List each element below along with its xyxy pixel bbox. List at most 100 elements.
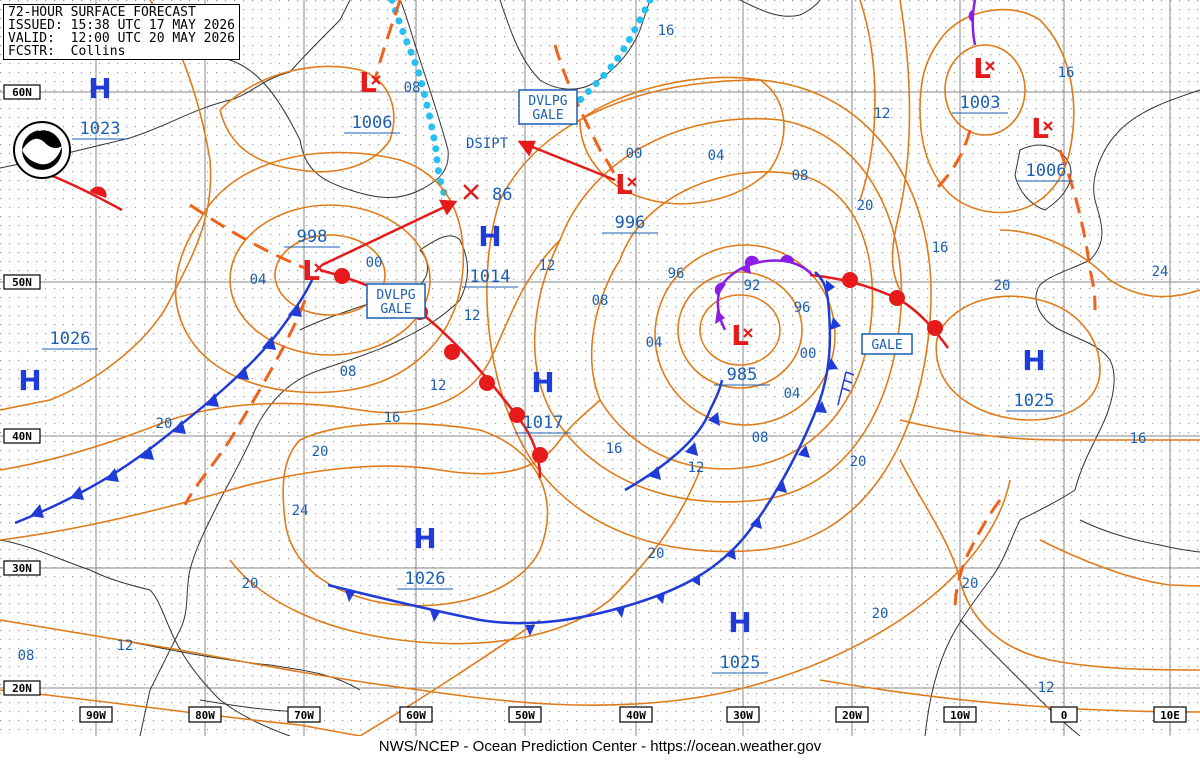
- uk-coast: [1014, 144, 1072, 211]
- warning-box: DVLPG GALE: [366, 283, 426, 319]
- dissipating-low-pressure: 86: [492, 185, 512, 205]
- high-pressure-center: H 1017: [515, 366, 571, 434]
- low-letter: L: [302, 254, 320, 287]
- longitude-label-box: 40W: [619, 706, 653, 723]
- isobar-value-label: 96: [668, 266, 685, 282]
- isobars: [0, 0, 1200, 737]
- low-pressure-value: 998: [297, 227, 328, 247]
- longitude-label-box: 80W: [188, 706, 222, 723]
- graticule: [0, 0, 1200, 736]
- high-pressure-value: 1025: [1014, 391, 1055, 411]
- longitude-label: 10E: [1160, 709, 1180, 722]
- hudson-coast: [149, 0, 449, 198]
- footer-credit: NWS/NCEP - Ocean Prediction Center - htt…: [0, 736, 1200, 764]
- noaa-logo-icon: NOAA: [13, 121, 71, 179]
- forecast-header: 72-HOUR SURFACE FORECAST ISSUED: 15:38 UT…: [3, 4, 240, 60]
- isobar-value-label: 20: [156, 416, 173, 432]
- iceland-coast: [739, 0, 821, 17]
- dissipate-label: DSIPT: [466, 136, 509, 152]
- isobar-value-label: 12: [688, 460, 705, 476]
- isobar-value-label: 12: [539, 258, 556, 274]
- high-pressure-center: H 1025: [1006, 344, 1062, 412]
- low-pressure-value: 1006: [1026, 161, 1067, 181]
- low-pressure-center: L 998: [284, 227, 340, 287]
- warning-box: GALE: [861, 333, 913, 355]
- low-center-x-icon: [1043, 121, 1053, 131]
- latitude-label-box: 20N: [3, 680, 41, 696]
- latitude-label: 20N: [12, 682, 32, 695]
- latitude-label: 60N: [12, 86, 32, 99]
- longitude-label: 70W: [294, 709, 314, 722]
- isobar-value-label: 08: [792, 168, 809, 184]
- low-pressure-center: L 985: [714, 319, 770, 386]
- longitude-label-box: 50W: [508, 706, 542, 723]
- high-pressure-value: 1014: [470, 267, 511, 287]
- isobar-value-label: 20: [648, 546, 665, 562]
- latitude-label-box: 50N: [3, 274, 41, 290]
- longitude-label: 40W: [626, 709, 646, 722]
- warning-line1: GALE: [871, 338, 902, 353]
- low-letter: L: [359, 66, 377, 99]
- isobar-value-label: 20: [962, 576, 979, 592]
- low-pressure-center: L 1006: [344, 66, 400, 134]
- europe-coast: [924, 89, 1200, 737]
- isobar-value-label: 08: [404, 80, 421, 96]
- storm-track-arrows: [321, 140, 616, 267]
- isobar-value-label: 20: [850, 454, 867, 470]
- ice-edge: [388, 0, 654, 199]
- warm-fronts: [49, 173, 950, 479]
- isobar-value-label: 24: [292, 503, 309, 519]
- longitude-label-box: 60W: [399, 706, 433, 723]
- gulf-coast: [0, 539, 291, 737]
- longitude-label: 50W: [515, 709, 535, 722]
- greenland-coast: [499, 0, 651, 90]
- low-pressure-center: L 1003: [952, 52, 1008, 114]
- isobar-value-label: 12: [464, 308, 481, 324]
- isobar-value-label: 00: [366, 255, 383, 271]
- low-pressure-value: 1006: [352, 113, 393, 133]
- troughs: [183, 0, 1097, 611]
- high-pressure-value: 1025: [720, 653, 761, 673]
- high-pressure-center: H 1023: [72, 72, 128, 140]
- isobar-value-label: 08: [340, 364, 357, 380]
- isobar-value-label: 12: [430, 378, 447, 394]
- latitude-label-box: 60N: [3, 84, 41, 100]
- warning-box: DVLPG GALE: [518, 89, 578, 125]
- isobar-value-label: 24: [1152, 264, 1169, 280]
- noaa-logo-text: NOAA: [32, 125, 53, 133]
- isobar-value-label: 04: [784, 386, 801, 402]
- isobar-value-label: 08: [18, 648, 35, 664]
- low-pressure-value: 996: [615, 213, 646, 233]
- latitude-label-box: 40N: [3, 428, 41, 444]
- high-pressure-value: 1017: [523, 413, 564, 433]
- low-pressure-center: L 996: [602, 168, 658, 234]
- isobar-value-label: 16: [384, 410, 401, 426]
- high-pressure-center: H 1025: [712, 606, 768, 674]
- longitude-label: 80W: [195, 709, 215, 722]
- longitude-label: 0: [1061, 709, 1068, 722]
- low-center-x-icon: [743, 328, 753, 338]
- longitude-labels: 90W 80W 70W 60W 50W 40W 30W 20W 10W 0 10E: [79, 706, 1187, 723]
- isobar-value-label: 16: [606, 441, 623, 457]
- isobar-value-label: 92: [744, 278, 761, 294]
- isobar-value-label: 20: [242, 576, 259, 592]
- low-center-x-icon: [985, 61, 995, 71]
- latitude-labels: 60N 50N 40N 30N 20N: [3, 84, 41, 696]
- isobar-value-label: 00: [626, 146, 643, 162]
- isobar-value-label: 00: [800, 346, 817, 362]
- low-center-x-icon: [314, 263, 324, 273]
- isobar-value-label: 16: [658, 23, 675, 39]
- longitude-label: 60W: [406, 709, 426, 722]
- longitude-label-box: 30W: [726, 706, 760, 723]
- longitude-label-box: 70W: [287, 706, 321, 723]
- low-letter: L: [1031, 112, 1049, 145]
- low-letter: L: [973, 52, 991, 85]
- low-center-x-icon: [627, 177, 637, 187]
- high-letter: H: [728, 606, 751, 639]
- latitude-label-box: 30N: [3, 560, 41, 576]
- isobar-value-label: 12: [1038, 680, 1055, 696]
- north-america-coast: [0, 0, 351, 169]
- longitude-label-box: 20W: [835, 706, 869, 723]
- isobar-labels: 08 00 04 00 12 08 04 04 16 96 92 96 00 04 08 12 16 20 12 08…: [18, 23, 1169, 696]
- isobar-value-label: 04: [646, 335, 663, 351]
